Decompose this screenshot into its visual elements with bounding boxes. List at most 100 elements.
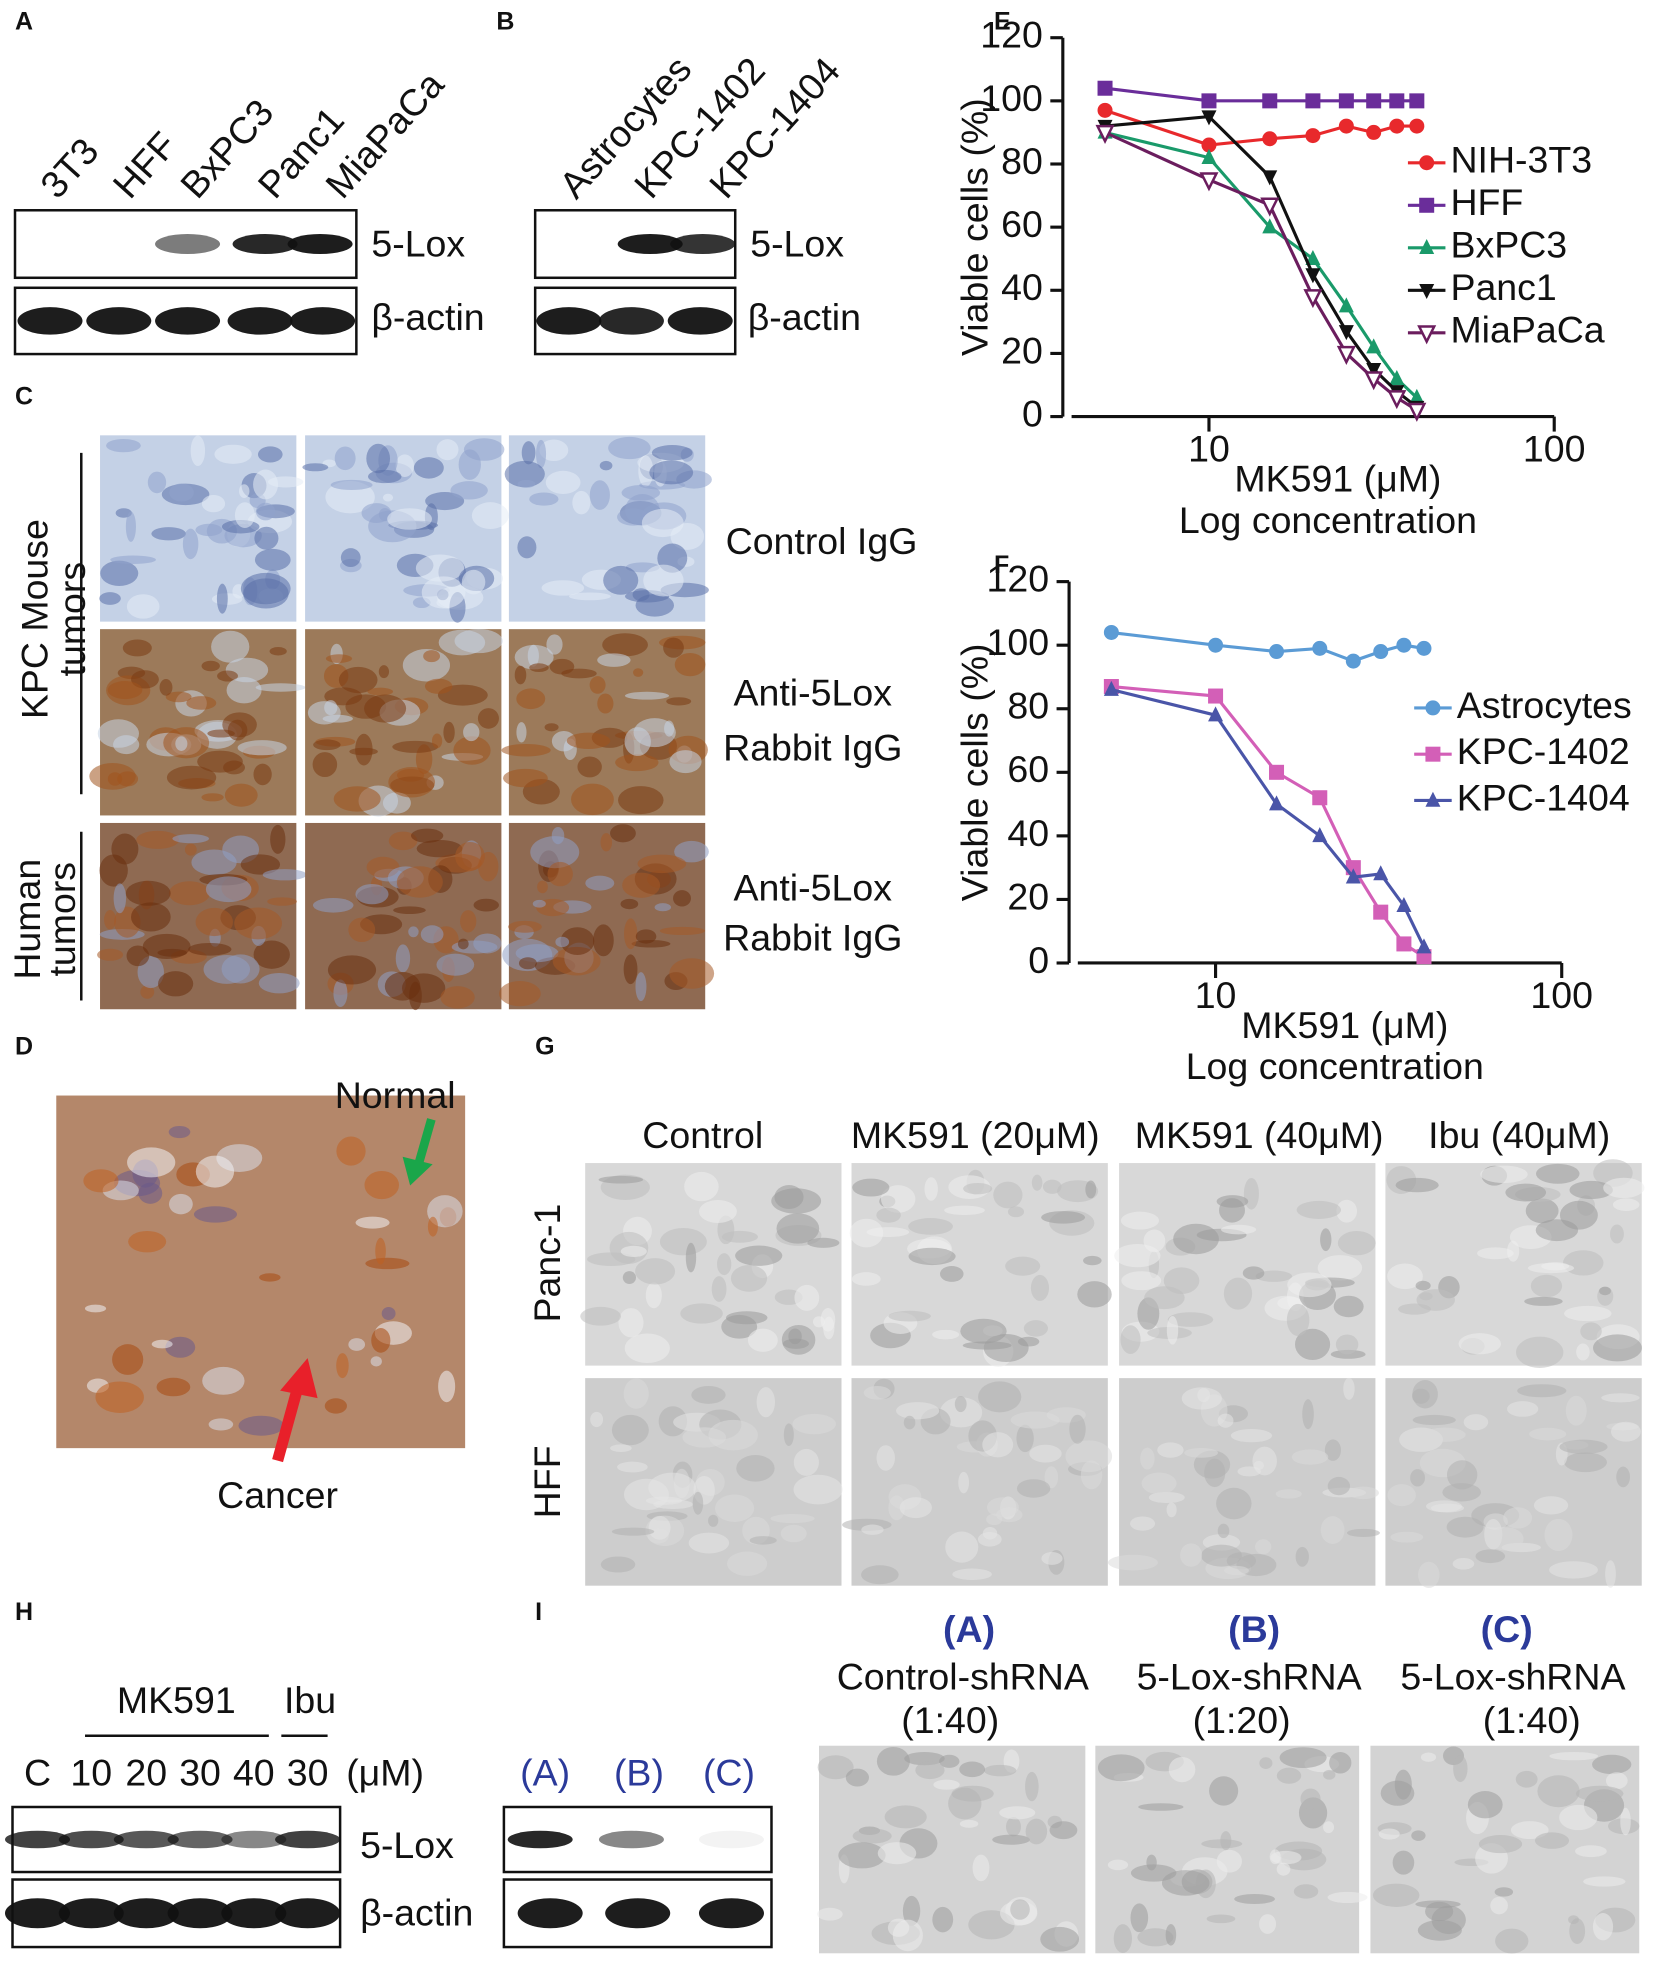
texture [1252, 1446, 1277, 1476]
x-tick-label: 100 [1530, 974, 1593, 1016]
texture [1255, 1539, 1272, 1555]
label: Rabbit IgG [723, 916, 902, 958]
texture [333, 979, 348, 1008]
x-tick-label: 100 [1523, 427, 1586, 469]
texture [884, 1805, 927, 1829]
texture [861, 1565, 899, 1585]
texture [95, 1381, 144, 1413]
data-point [1396, 936, 1412, 952]
texture [1346, 1528, 1380, 1537]
texture [195, 907, 233, 937]
label: HFF [526, 1445, 568, 1518]
texture [622, 872, 661, 898]
texture [1217, 1523, 1230, 1539]
texture [1180, 1543, 1203, 1567]
texture [1007, 1206, 1025, 1218]
texture [749, 1536, 777, 1545]
texture [258, 973, 300, 994]
texture [370, 1356, 382, 1367]
texture [1467, 1791, 1503, 1819]
texture [1387, 1484, 1416, 1507]
texture [1601, 1393, 1640, 1403]
panel-letter: F [994, 551, 1009, 579]
data-point [1201, 137, 1217, 153]
texture [610, 1444, 632, 1452]
texture [440, 986, 475, 1009]
texture [1576, 1343, 1590, 1361]
texture [327, 955, 377, 985]
texture [83, 1169, 119, 1193]
texture [1559, 1439, 1608, 1455]
data-point [1419, 197, 1435, 213]
texture [1023, 1320, 1048, 1337]
texture [365, 1257, 410, 1270]
texture [852, 1828, 892, 1844]
texture [165, 691, 192, 703]
texture [624, 727, 651, 756]
texture [1442, 1483, 1481, 1502]
texture [1296, 1200, 1342, 1219]
texture [771, 1188, 822, 1214]
texture [255, 683, 306, 692]
texture [325, 654, 353, 663]
texture [387, 508, 433, 530]
texture [1287, 1272, 1332, 1298]
texture [453, 736, 491, 765]
texture [730, 1264, 768, 1292]
x-axis-label: Log concentration [1179, 499, 1477, 541]
label: Rabbit IgG [723, 726, 902, 768]
texture [1525, 1198, 1559, 1224]
band [113, 1898, 179, 1929]
texture [1412, 1379, 1438, 1409]
texture [932, 1906, 954, 1933]
texture [364, 1170, 399, 1200]
y-tick-label: 100 [986, 621, 1049, 663]
band [617, 234, 683, 255]
texture [673, 890, 691, 907]
texture [982, 1432, 1014, 1458]
data-point [1373, 644, 1389, 660]
texture [624, 918, 638, 950]
texture [1336, 1199, 1357, 1223]
texture [1533, 1496, 1569, 1515]
texture [560, 927, 595, 956]
data-point [1201, 93, 1217, 109]
texture [508, 920, 542, 933]
panel-letter: H [15, 1598, 33, 1626]
texture [959, 1819, 979, 1828]
texture [517, 536, 537, 559]
texture [142, 933, 191, 960]
texture [1130, 1516, 1156, 1531]
texture [516, 688, 546, 710]
texture [255, 502, 276, 521]
texture [1430, 1503, 1465, 1513]
texture [1107, 1554, 1158, 1571]
data-point [1419, 284, 1435, 300]
texture [792, 1413, 836, 1435]
texture [1220, 1224, 1257, 1235]
texture [547, 861, 573, 887]
legend-label: HFF [1450, 181, 1523, 223]
texture [698, 1199, 737, 1224]
texture [1165, 1924, 1177, 1946]
texture [413, 457, 444, 479]
label: MK591 (20μM) [851, 1114, 1100, 1156]
texture [355, 884, 389, 905]
texture [622, 1271, 637, 1284]
texture [1372, 1883, 1420, 1907]
band [167, 1898, 233, 1929]
texture [620, 1245, 647, 1257]
texture [637, 854, 687, 874]
texture [708, 1514, 719, 1527]
texture [1524, 1296, 1563, 1306]
texture [1480, 1165, 1528, 1184]
data-point [1366, 124, 1382, 140]
texture [1494, 1887, 1514, 1897]
band [598, 307, 664, 335]
label: (C) [703, 1752, 755, 1794]
texture [1387, 1263, 1423, 1290]
texture [1453, 1755, 1468, 1783]
texture [602, 633, 648, 657]
data-point [1425, 791, 1441, 807]
